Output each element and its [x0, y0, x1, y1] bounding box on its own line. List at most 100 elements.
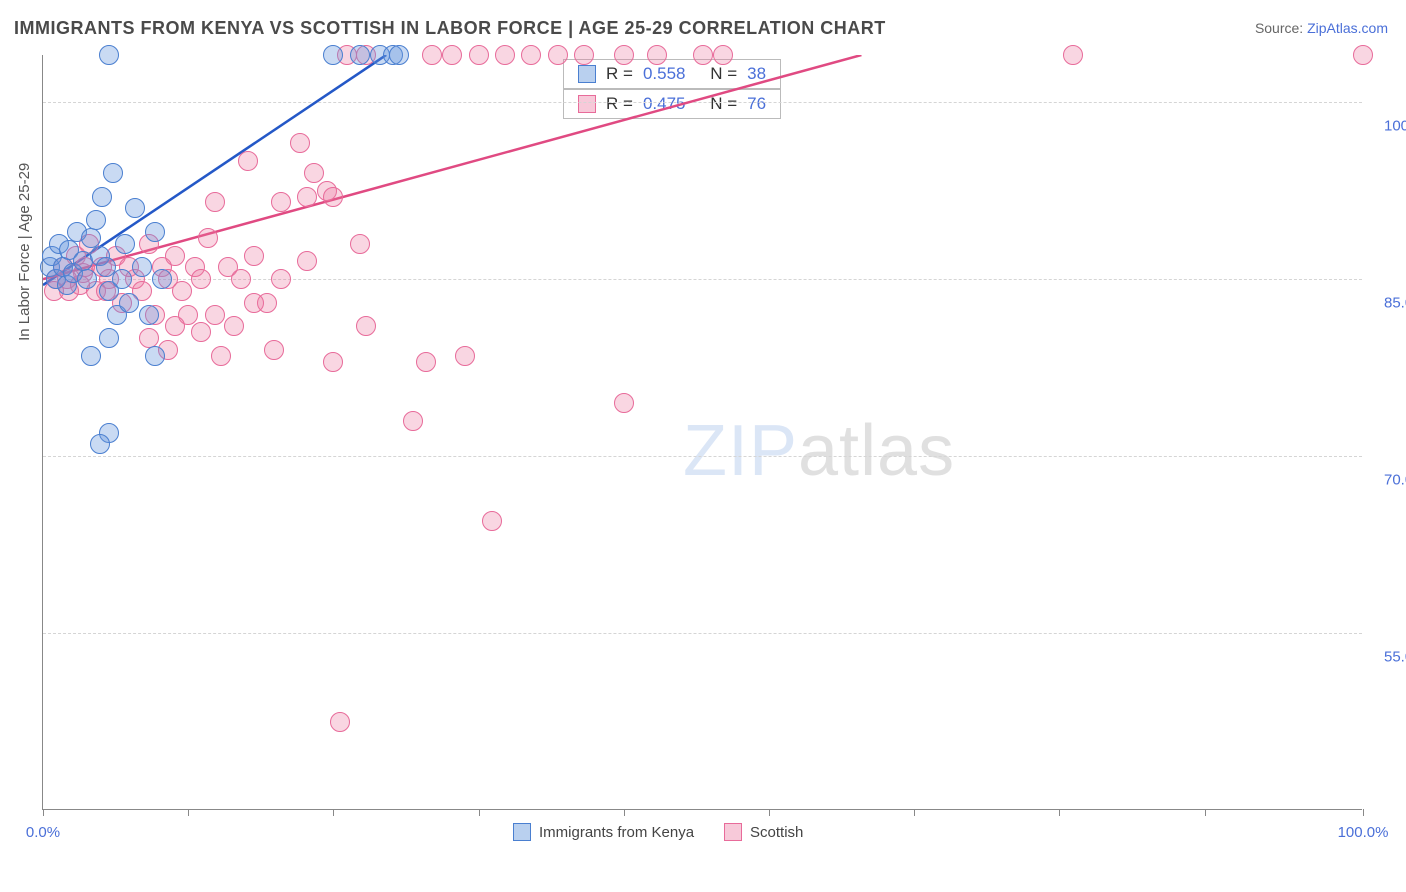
- source-link[interactable]: ZipAtlas.com: [1307, 20, 1388, 36]
- data-point-scottish: [1353, 45, 1373, 65]
- data-point-scottish: [574, 45, 594, 65]
- stats-row: R = 0.475 N = 76: [563, 89, 781, 119]
- swatch-kenya: [513, 823, 531, 841]
- data-point-scottish: [548, 45, 568, 65]
- n-label: N =: [710, 94, 737, 114]
- watermark: ZIPatlas: [683, 410, 955, 492]
- chart-title: IMMIGRANTS FROM KENYA VS SCOTTISH IN LAB…: [14, 18, 886, 39]
- data-point-scottish: [422, 45, 442, 65]
- source-prefix: Source:: [1255, 20, 1307, 36]
- r-label: R =: [606, 94, 633, 114]
- data-point-scottish: [172, 281, 192, 301]
- legend-label: Immigrants from Kenya: [539, 824, 694, 841]
- data-point-scottish: [416, 352, 436, 372]
- data-point-scottish: [271, 192, 291, 212]
- y-tick-label: 100.0%: [1366, 118, 1406, 135]
- swatch-kenya: [578, 65, 596, 83]
- data-point-kenya: [92, 187, 112, 207]
- y-tick-label: 85.0%: [1366, 295, 1406, 312]
- x-tick: [188, 809, 189, 816]
- data-point-kenya: [125, 198, 145, 218]
- data-point-kenya: [81, 346, 101, 366]
- data-point-kenya: [103, 163, 123, 183]
- data-point-scottish: [244, 246, 264, 266]
- data-point-kenya: [389, 45, 409, 65]
- scatter-plot: ZIPatlas R = 0.558 N = 38 R = 0.475 N = …: [42, 55, 1362, 810]
- data-point-kenya: [145, 346, 165, 366]
- legend-item-scottish: Scottish: [724, 823, 803, 841]
- swatch-scottish: [724, 823, 742, 841]
- stats-row: R = 0.558 N = 38: [563, 59, 781, 89]
- x-tick: [333, 809, 334, 816]
- data-point-scottish: [191, 322, 211, 342]
- r-value: 0.558: [643, 64, 686, 84]
- data-point-scottish: [713, 45, 733, 65]
- gridline-horizontal: [43, 102, 1362, 103]
- data-point-kenya: [112, 269, 132, 289]
- data-point-scottish: [323, 187, 343, 207]
- data-point-scottish: [205, 192, 225, 212]
- data-point-kenya: [139, 305, 159, 325]
- data-point-kenya: [145, 222, 165, 242]
- correlation-stats-box: R = 0.558 N = 38 R = 0.475 N = 76: [563, 59, 781, 119]
- gridline-horizontal: [43, 633, 1362, 634]
- data-point-scottish: [297, 187, 317, 207]
- series-legend: Immigrants from Kenya Scottish: [513, 823, 803, 841]
- data-point-scottish: [231, 269, 251, 289]
- data-point-scottish: [224, 316, 244, 336]
- x-tick: [1059, 809, 1060, 816]
- r-label: R =: [606, 64, 633, 84]
- data-point-scottish: [521, 45, 541, 65]
- data-point-kenya: [90, 434, 110, 454]
- source-attribution: Source: ZipAtlas.com: [1255, 20, 1388, 36]
- watermark-thin: atlas: [798, 411, 955, 491]
- y-tick-label: 55.0%: [1366, 649, 1406, 666]
- data-point-scottish: [323, 352, 343, 372]
- data-point-kenya: [99, 328, 119, 348]
- watermark-bold: ZIP: [683, 411, 798, 491]
- data-point-scottish: [1063, 45, 1083, 65]
- legend-label: Scottish: [750, 824, 803, 841]
- data-point-kenya: [152, 269, 172, 289]
- data-point-scottish: [165, 316, 185, 336]
- x-tick: [1205, 809, 1206, 816]
- x-tick: [769, 809, 770, 816]
- data-point-scottish: [330, 712, 350, 732]
- data-point-scottish: [297, 251, 317, 271]
- data-point-scottish: [469, 45, 489, 65]
- data-point-scottish: [495, 45, 515, 65]
- n-value: 76: [747, 94, 766, 114]
- data-point-kenya: [350, 45, 370, 65]
- data-point-kenya: [86, 210, 106, 230]
- data-point-scottish: [244, 293, 264, 313]
- x-tick: [479, 809, 480, 816]
- data-point-scottish: [455, 346, 475, 366]
- data-point-scottish: [350, 234, 370, 254]
- data-point-scottish: [191, 269, 211, 289]
- n-value: 38: [747, 64, 766, 84]
- x-tick: [1363, 809, 1364, 816]
- data-point-scottish: [165, 246, 185, 266]
- data-point-kenya: [119, 293, 139, 313]
- swatch-scottish: [578, 95, 596, 113]
- r-value: 0.475: [643, 94, 686, 114]
- data-point-kenya: [77, 269, 97, 289]
- data-point-kenya: [132, 257, 152, 277]
- data-point-scottish: [647, 45, 667, 65]
- x-tick: [43, 809, 44, 816]
- data-point-scottish: [614, 393, 634, 413]
- y-axis-label: In Labor Force | Age 25-29: [16, 163, 33, 341]
- data-point-scottish: [403, 411, 423, 431]
- data-point-scottish: [198, 228, 218, 248]
- data-point-scottish: [290, 133, 310, 153]
- data-point-scottish: [205, 305, 225, 325]
- x-tick-label: 100.0%: [1338, 824, 1389, 841]
- data-point-scottish: [264, 340, 284, 360]
- x-tick: [914, 809, 915, 816]
- legend-item-kenya: Immigrants from Kenya: [513, 823, 694, 841]
- data-point-kenya: [99, 45, 119, 65]
- data-point-scottish: [211, 346, 231, 366]
- data-point-kenya: [323, 45, 343, 65]
- data-point-scottish: [271, 269, 291, 289]
- data-point-scottish: [356, 316, 376, 336]
